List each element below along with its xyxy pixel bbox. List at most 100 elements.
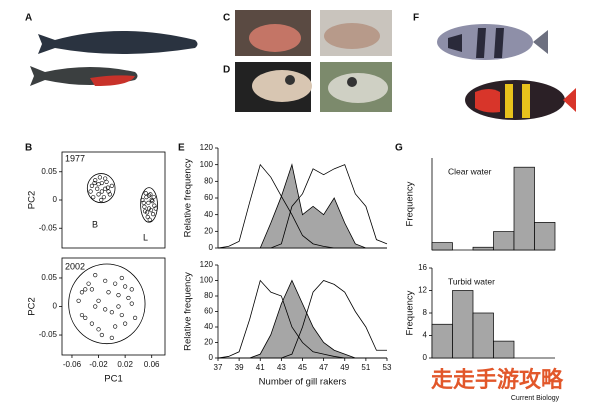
point xyxy=(151,195,156,200)
y-axis-title: Frequency xyxy=(405,290,416,335)
annotation: 1977 xyxy=(65,153,85,163)
point xyxy=(146,200,151,205)
line xyxy=(217,279,387,359)
point xyxy=(99,332,104,338)
x-tick-label: -0.02 xyxy=(89,360,108,369)
frame xyxy=(61,257,166,356)
y-tick-label: 16 xyxy=(418,263,427,272)
point xyxy=(123,284,128,289)
bar xyxy=(493,340,515,359)
y-tick-label: 20 xyxy=(204,338,213,347)
red-band xyxy=(475,89,500,113)
x-tick-label: 37 xyxy=(214,363,223,372)
bar xyxy=(452,290,474,359)
point xyxy=(147,217,152,222)
tail xyxy=(563,88,576,112)
y-tick-label: 60 xyxy=(204,193,213,202)
y-tick-label: 100 xyxy=(200,276,214,285)
point xyxy=(96,182,101,187)
annotation: B xyxy=(92,219,98,229)
point xyxy=(144,210,150,215)
x-tick-label: 43 xyxy=(277,363,286,372)
point xyxy=(150,199,155,204)
credit: Current Biology xyxy=(511,395,560,402)
point xyxy=(113,324,118,329)
point xyxy=(146,193,152,198)
y-tick-label: 120 xyxy=(200,260,214,269)
y-tick-label: 0.05 xyxy=(41,167,57,176)
yellow-bars xyxy=(505,84,530,118)
y-tick-label: 12 xyxy=(418,286,427,295)
point xyxy=(143,191,148,196)
point xyxy=(91,195,96,200)
y-axis-title: PC2 xyxy=(27,191,38,209)
point xyxy=(153,206,158,211)
x-tick-label: 45 xyxy=(298,363,307,372)
y-axis-title: Frequency xyxy=(405,181,416,226)
point xyxy=(144,195,149,200)
point xyxy=(83,287,88,292)
point xyxy=(92,180,97,186)
bar xyxy=(472,312,494,359)
point xyxy=(106,290,111,295)
point xyxy=(89,287,95,292)
point xyxy=(123,321,128,326)
point xyxy=(99,197,104,203)
y-axis-title: PC2 xyxy=(27,297,38,315)
y-tick-label: 120 xyxy=(200,143,214,152)
y-tick-label: 0 xyxy=(423,353,428,362)
point xyxy=(150,212,156,217)
point xyxy=(103,176,108,181)
panel-label: B xyxy=(25,143,32,154)
bar xyxy=(431,323,453,359)
x-tick-label: 0.06 xyxy=(144,360,160,369)
point xyxy=(76,298,81,303)
line xyxy=(218,164,388,249)
point xyxy=(103,278,108,283)
head xyxy=(252,70,312,102)
y-tick-label: 0 xyxy=(209,243,214,252)
point xyxy=(109,183,114,188)
x-tick-label: 49 xyxy=(340,363,349,372)
point xyxy=(103,186,108,191)
y-axis-title: Relative frequency xyxy=(183,158,194,237)
point xyxy=(119,275,124,281)
point xyxy=(93,273,98,278)
mouth xyxy=(249,24,301,52)
point xyxy=(105,185,110,190)
annotation: 2002 xyxy=(65,261,85,271)
panel-label: G xyxy=(395,143,403,154)
y-tick-label: 0 xyxy=(53,302,58,311)
x-tick-label: -0.06 xyxy=(63,360,82,369)
point xyxy=(140,197,145,203)
point xyxy=(132,315,138,321)
fish-upper xyxy=(38,31,198,54)
tail xyxy=(533,30,548,54)
point xyxy=(148,208,154,213)
y-tick-label: 0 xyxy=(53,195,58,204)
point xyxy=(83,315,88,321)
point xyxy=(97,175,102,180)
x-tick-label: 51 xyxy=(361,363,370,372)
point xyxy=(86,281,91,286)
panel-label: D xyxy=(223,65,230,76)
y-tick-label: 40 xyxy=(204,210,213,219)
line xyxy=(217,163,387,249)
area xyxy=(218,279,387,359)
point xyxy=(126,295,131,301)
point xyxy=(109,335,114,340)
point xyxy=(89,183,95,188)
eye xyxy=(347,77,357,87)
bar xyxy=(493,231,515,251)
point xyxy=(95,186,100,191)
frame xyxy=(61,151,166,249)
photo-a xyxy=(30,31,198,86)
point xyxy=(103,307,108,312)
y-tick-label: 80 xyxy=(204,176,213,185)
point xyxy=(96,327,101,332)
y-tick-label: 0 xyxy=(209,353,214,362)
y-tick-label: 0.05 xyxy=(41,273,57,282)
mouth xyxy=(324,23,380,49)
point xyxy=(145,214,150,220)
